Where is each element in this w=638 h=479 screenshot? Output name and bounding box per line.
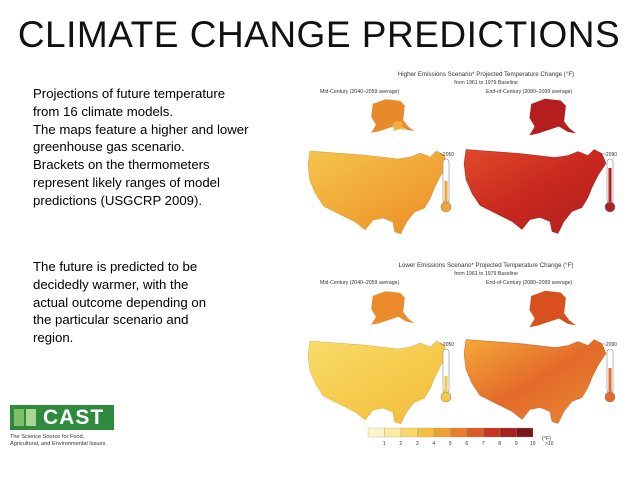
description-line: Brackets on the thermometers [33, 157, 210, 173]
legend-swatch [499, 427, 517, 438]
tagline-line: Agricultural, and Environmental Issues [10, 441, 106, 447]
legend-tick-label: 7 [482, 441, 485, 447]
thermometer-label: ~2090 [603, 342, 617, 348]
legend-unit-label: (°F) [542, 436, 551, 442]
conclusion-line: the particular scenario and [33, 312, 189, 328]
temperature-maps-figure: Higher Emissions Scenario* Projected Tem… [300, 66, 630, 466]
legend-swatch [466, 427, 484, 438]
color-scale-legend: 1 2 3 4 5 6 7 8 9 10 >10 [367, 427, 554, 447]
description-paragraph: Projections of future temperature from 1… [33, 85, 249, 210]
legend-tick-label: >10 [545, 441, 554, 447]
cast-logo: CAST The Science Source for Food, Agricu… [10, 405, 120, 455]
higher-end-century-map [463, 98, 607, 235]
legend-tick-label: 6 [465, 441, 468, 447]
thermometer-icon: ~2050 [440, 342, 454, 403]
conclusion-line: region. [33, 330, 74, 346]
legend-tick-label: 3 [416, 441, 419, 447]
legend-tick-label: 1 [383, 441, 386, 447]
lower-baseline-label: from 1961 to 1979 Baseline [454, 271, 518, 277]
conclusion-line: decidedly warmer, with the [33, 276, 189, 292]
slide-title: CLIMATE CHANGE PREDICTIONS [17, 14, 621, 55]
lower-mid-century-map [307, 291, 449, 425]
legend-tick-label: 10 [530, 441, 536, 447]
higher-mid-label: Mid-Century (2040–2059 average) [320, 89, 400, 95]
description-line: from 16 climate models. [33, 103, 173, 119]
thermometer-label: ~2050 [440, 342, 454, 348]
cast-logo-text: CAST [43, 406, 105, 429]
thermometer-icon: ~2050 [440, 152, 454, 213]
maps-figure-svg: Higher Emissions Scenario* Projected Tem… [307, 71, 617, 447]
lower-mid-label: Mid-Century (2040–2059 average) [320, 280, 400, 286]
thermometer-icon: ~2090 [603, 152, 617, 213]
description-line: represent likely ranges of model [33, 174, 220, 190]
cast-logo-tagline: The Science Source for Food, Agricultura… [10, 434, 105, 448]
higher-baseline-label: from 1961 to 1979 Baseline [454, 80, 518, 86]
legend-swatch [417, 427, 435, 438]
thermometer-label: ~2050 [440, 152, 454, 158]
lower-scenario-title: Lower Emissions Scenario* Projected Temp… [398, 262, 573, 269]
legend-swatch [384, 427, 402, 438]
conclusion-line: The future is predicted to be [33, 259, 198, 274]
conclusion-line: actual outcome depending on [33, 294, 207, 310]
legend-swatch [367, 427, 385, 438]
higher-mid-century-map [307, 99, 449, 235]
lower-end-label: End-of-Century (2080–2099 average) [486, 280, 572, 286]
higher-end-label: End-of-Century (2080–2099 average) [486, 89, 572, 95]
lower-end-century-map [463, 290, 607, 425]
legend-tick-label: 2 [399, 441, 402, 447]
legend-swatch [516, 427, 534, 438]
legend-tick-label: 8 [498, 441, 501, 447]
description-line: The maps feature a higher and lower [33, 121, 249, 137]
legend-swatch [483, 427, 501, 438]
legend-swatch [450, 427, 468, 438]
tagline-line: The Science Source for Food, [10, 434, 85, 440]
cast-logo-mark: CAST [10, 405, 114, 430]
conclusion-paragraph: The future is predicted to be decidedly … [33, 258, 206, 347]
higher-scenario-title: Higher Emissions Scenario* Projected Tem… [398, 71, 574, 78]
legend-tick-label: 9 [515, 441, 518, 447]
legend-tick-label: 5 [449, 441, 452, 447]
thermometer-label: ~2090 [603, 152, 617, 158]
legend-swatch [433, 427, 451, 438]
description-line: predictions (USGCRP 2009). [33, 192, 203, 208]
description-line: greenhouse gas scenario. [33, 139, 185, 155]
legend-swatch [400, 427, 418, 438]
description-line: Projections of future temperature [33, 86, 226, 101]
thermometer-icon: ~2090 [603, 342, 617, 403]
legend-tick-label: 4 [432, 441, 435, 447]
